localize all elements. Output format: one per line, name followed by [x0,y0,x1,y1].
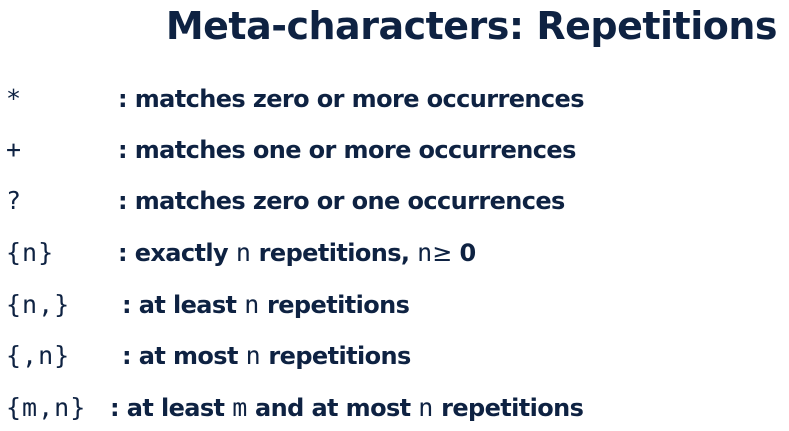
description-star: : matches zero or more occurrences [118,85,584,113]
symbol-m-to-n: {m,n} [6,393,87,422]
code-n: n [245,341,261,370]
symbol-at-least-n: {n,} [6,290,71,319]
code-m: m [232,393,248,422]
desc-text: repetitions [260,342,411,370]
desc-text: : exactly [118,239,236,267]
desc-text: and at most [247,394,419,422]
symbol-exactly-n: {n} [6,238,55,267]
code-n: n [417,238,433,267]
symbol-plus: + [6,135,23,164]
desc-text: repetitions [259,291,410,319]
desc-text: : at least [122,291,245,319]
code-n: n [244,290,260,319]
description-at-most-n: : at most n repetitions [122,336,411,376]
symbol-star: * [6,84,23,113]
desc-text: : at most [122,342,246,370]
description-exactly-n: : exactly n repetitions, n≥ 0 [118,233,476,273]
description-plus: : matches one or more occurrences [118,136,576,164]
geq-symbol: ≥ [432,239,452,267]
slide-title: Meta-characters: Repetitions [165,4,778,48]
description-at-least-n: : at least n repetitions [122,285,410,325]
code-n: n [418,393,434,422]
description-m-to-n: : at least m and at most n repetitions [110,388,584,428]
desc-text: 0 [451,239,477,267]
symbol-question: ? [6,186,23,215]
code-n: n [235,238,251,267]
desc-text: repetitions, [250,239,418,267]
description-question: : matches zero or one occurrences [118,187,565,215]
desc-text: repetitions [433,394,584,422]
desc-text: : at least [110,394,233,422]
symbol-at-most-n: {,n} [6,341,71,370]
